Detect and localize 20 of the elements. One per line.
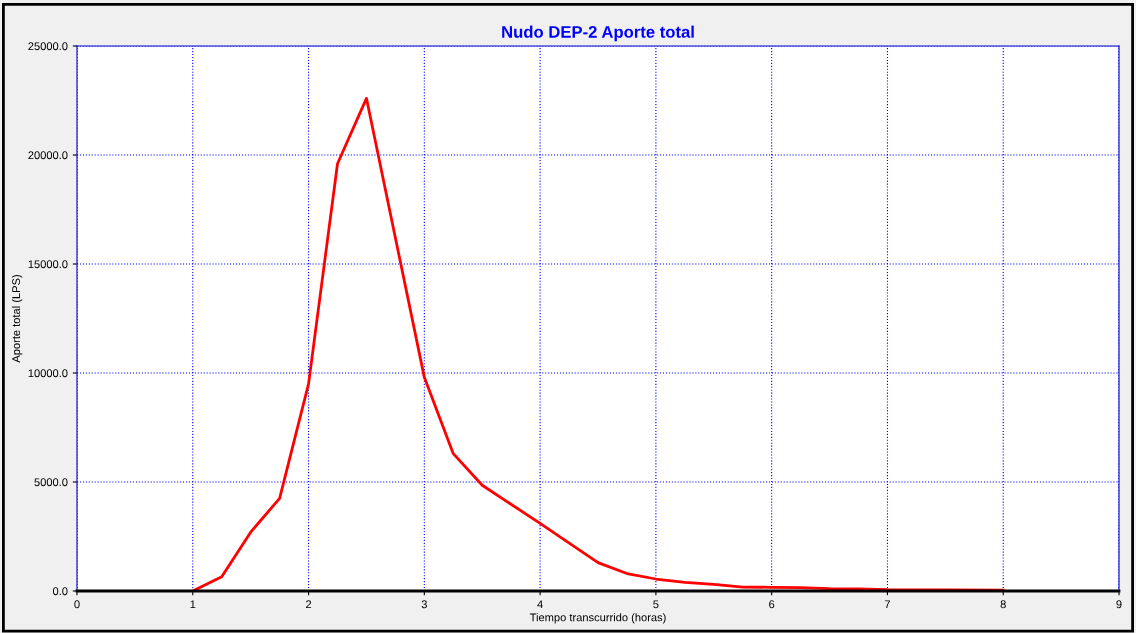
y-axis-title: Aporte total (LPS) [11, 275, 23, 363]
x-tick-label: 2 [306, 600, 312, 609]
x-tick-label: 1 [190, 600, 196, 609]
x-tick-label: 4 [537, 600, 543, 609]
x-tick-label: 7 [884, 600, 890, 609]
y-tick-label: 25000.0 [28, 42, 68, 51]
x-tick-label: 8 [1000, 600, 1006, 609]
x-tick-label: 0 [74, 600, 80, 609]
x-tick-label: 6 [769, 600, 775, 609]
y-tick-label: 10000.0 [28, 369, 68, 378]
x-axis-title: Tiempo transcurrido (horas) [529, 613, 666, 624]
line-series [191, 96, 1005, 591]
x-tick-label: 9 [1116, 600, 1122, 609]
chart-title: Nudo DEP-2 Aporte total [502, 25, 694, 42]
y-tick-label: 5000.0 [34, 478, 68, 487]
x-tick-label: 3 [421, 600, 427, 609]
y-tick-label: 0.0 [52, 587, 68, 596]
y-tick-label: 20000.0 [28, 151, 68, 160]
x-tick-label: 5 [653, 600, 659, 609]
y-tick-label: 15000.0 [28, 260, 68, 269]
